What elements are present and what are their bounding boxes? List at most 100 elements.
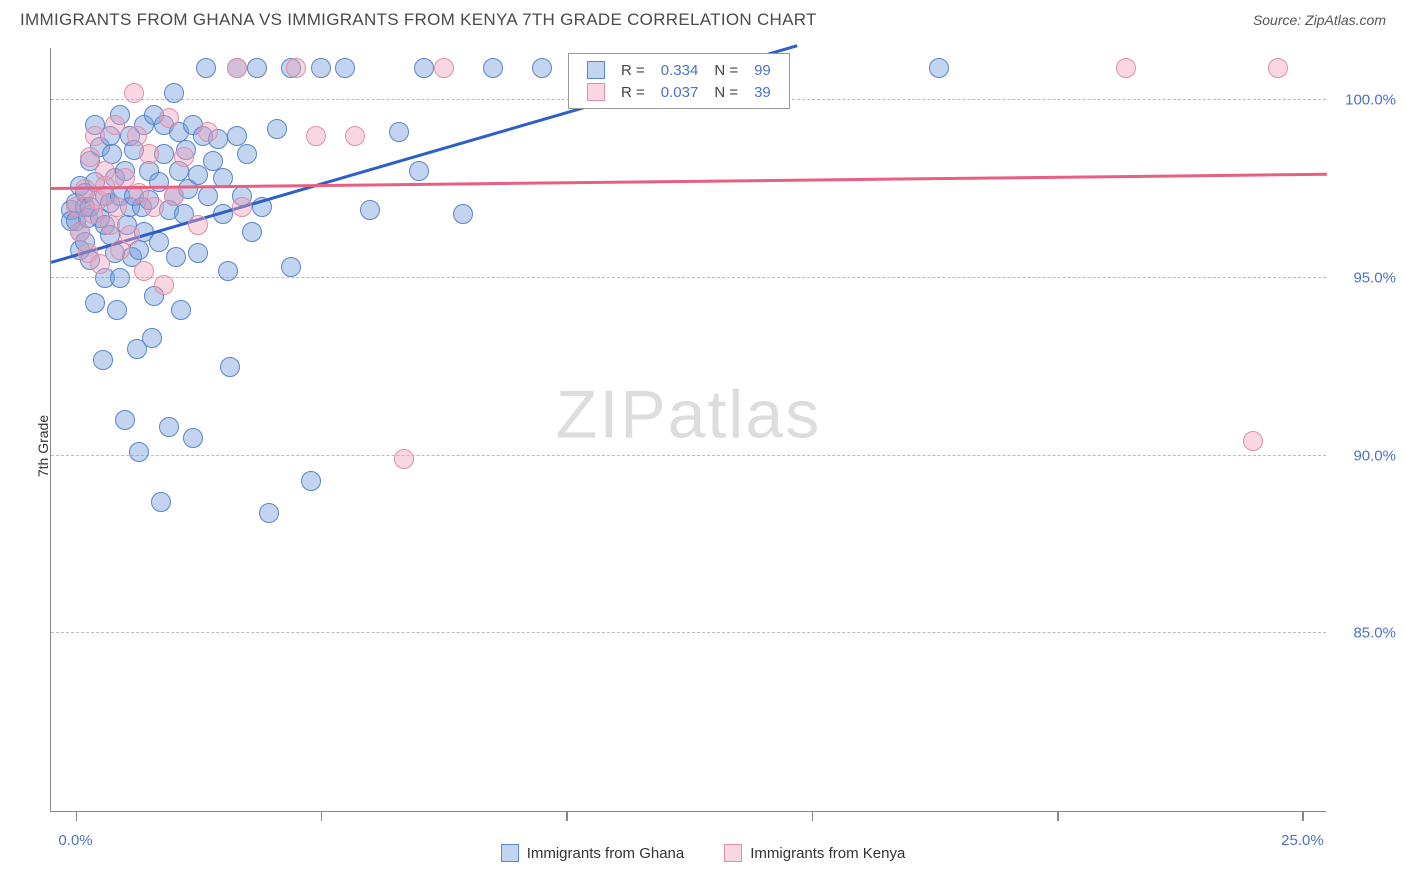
data-point-ghana [360,200,380,220]
data-point-ghana [929,58,949,78]
data-point-ghana [115,410,135,430]
gridline [51,632,1326,633]
data-point-kenya [154,275,174,295]
data-point-kenya [107,197,127,217]
legend-swatch-ghana-box [587,61,605,79]
data-point-ghana [196,58,216,78]
data-point-kenya [85,126,105,146]
correlation-legend-box: R =0.334N =99 R =0.037N =39 [568,53,790,109]
legend-swatch-kenya-box [587,83,605,101]
data-point-ghana [453,204,473,224]
data-point-kenya [394,449,414,469]
r-label: R = [613,59,653,81]
data-point-ghana [164,83,184,103]
legend-item-kenya: Immigrants from Kenya [724,844,905,862]
data-point-ghana [259,503,279,523]
data-point-kenya [174,147,194,167]
x-tick [76,811,78,821]
data-point-kenya [120,225,140,245]
data-point-kenya [144,197,164,217]
r-value-kenya: 0.037 [653,81,707,103]
data-point-kenya [134,261,154,281]
data-point-ghana [389,122,409,142]
data-point-ghana [242,222,262,242]
data-point-ghana [247,58,267,78]
data-point-ghana [85,293,105,313]
n-label: N = [706,59,746,81]
y-tick-label: 100.0% [1336,92,1396,109]
data-point-kenya [227,58,247,78]
n-value-ghana: 99 [746,59,779,81]
data-point-kenya [286,58,306,78]
n-value-kenya: 39 [746,81,779,103]
data-point-kenya [188,215,208,235]
data-point-ghana [409,161,429,181]
x-tick [566,811,568,821]
legend-swatch-ghana [501,844,519,862]
data-point-ghana [237,144,257,164]
data-point-ghana [142,328,162,348]
data-point-ghana [311,58,331,78]
x-tick [1302,811,1304,821]
x-tick [321,811,323,821]
data-point-kenya [90,254,110,274]
y-tick-label: 95.0% [1336,269,1396,286]
watermark: ZIPatlas [556,375,821,453]
data-point-kenya [1116,58,1136,78]
data-point-ghana [151,492,171,512]
legend-swatch-kenya [724,844,742,862]
data-point-ghana [107,300,127,320]
data-point-kenya [306,126,326,146]
data-point-ghana [159,417,179,437]
data-point-kenya [100,215,120,235]
data-point-kenya [232,197,252,217]
regression-line-kenya [51,172,1327,189]
x-tick [812,811,814,821]
y-tick-label: 90.0% [1336,447,1396,464]
data-point-ghana [267,119,287,139]
data-point-kenya [1268,58,1288,78]
data-point-ghana [171,300,191,320]
gridline [51,455,1326,456]
data-point-ghana [129,442,149,462]
legend-item-ghana: Immigrants from Ghana [501,844,685,862]
y-tick-label: 85.0% [1336,625,1396,642]
data-point-kenya [345,126,365,146]
data-point-kenya [70,222,90,242]
data-point-ghana [183,428,203,448]
data-point-ghana [188,243,208,263]
x-tick [1057,811,1059,821]
data-point-kenya [164,186,184,206]
data-point-kenya [105,115,125,135]
data-point-ghana [198,186,218,206]
scatter-chart: ZIPatlas 85.0%90.0%95.0%100.0%0.0%25.0%R… [50,48,1326,812]
data-point-ghana [483,58,503,78]
data-point-kenya [198,122,218,142]
source-label: Source: ZipAtlas.com [1253,12,1386,28]
r-value-ghana: 0.334 [653,59,707,81]
y-axis-label: 7th Grade [35,415,51,477]
data-point-ghana [532,58,552,78]
data-point-ghana [414,58,434,78]
data-point-ghana [220,357,240,377]
data-point-kenya [127,126,147,146]
data-point-kenya [1243,431,1263,451]
data-point-ghana [149,232,169,252]
legend-bottom: Immigrants from Ghana Immigrants from Ke… [0,844,1406,862]
legend-label-kenya: Immigrants from Kenya [750,845,905,862]
data-point-ghana [93,350,113,370]
data-point-ghana [166,247,186,267]
r-label: R = [613,81,653,103]
data-point-ghana [110,268,130,288]
gridline [51,277,1326,278]
data-point-ghana [301,471,321,491]
data-point-ghana [335,58,355,78]
data-point-ghana [218,261,238,281]
data-point-kenya [139,144,159,164]
data-point-kenya [159,108,179,128]
n-label: N = [706,81,746,103]
legend-label-ghana: Immigrants from Ghana [527,845,685,862]
chart-title: IMMIGRANTS FROM GHANA VS IMMIGRANTS FROM… [20,10,817,30]
data-point-kenya [124,83,144,103]
data-point-kenya [434,58,454,78]
